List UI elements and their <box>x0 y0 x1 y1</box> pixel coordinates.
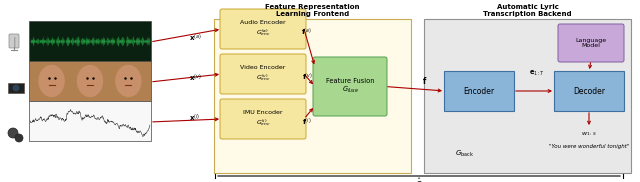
Text: IMU Encoder
$G_{enc}^{(i)}$: IMU Encoder $G_{enc}^{(i)}$ <box>243 110 283 128</box>
FancyBboxPatch shape <box>29 21 151 61</box>
Text: $\mathbf{f}^{(v)}$: $\mathbf{f}^{(v)}$ <box>301 71 312 83</box>
FancyBboxPatch shape <box>558 24 624 62</box>
Ellipse shape <box>38 65 65 97</box>
Ellipse shape <box>77 65 103 97</box>
FancyBboxPatch shape <box>554 71 624 111</box>
Text: Encoder: Encoder <box>463 86 495 96</box>
Text: Feature Representation
Learning Frontend: Feature Representation Learning Frontend <box>265 4 360 17</box>
FancyBboxPatch shape <box>9 34 19 48</box>
FancyBboxPatch shape <box>29 101 151 141</box>
Circle shape <box>13 85 19 91</box>
Text: $\mathbf{x}^{(a)}$: $\mathbf{x}^{(a)}$ <box>189 32 202 44</box>
Text: Audio Encoder
$G_{enc}^{(a)}$: Audio Encoder $G_{enc}^{(a)}$ <box>240 20 286 38</box>
Bar <box>8 83 24 93</box>
Circle shape <box>8 128 18 138</box>
Text: "You were wonderful tonight": "You were wonderful tonight" <box>549 144 629 149</box>
Text: $\mathbf{e}_{1:T}$: $\mathbf{e}_{1:T}$ <box>529 68 545 78</box>
Text: Decoder: Decoder <box>573 86 605 96</box>
FancyBboxPatch shape <box>29 61 151 101</box>
Text: $w_{1:S}$: $w_{1:S}$ <box>581 130 597 138</box>
FancyBboxPatch shape <box>424 19 631 173</box>
Circle shape <box>15 134 23 142</box>
Text: Automatic Lyric
Transcription Backend: Automatic Lyric Transcription Backend <box>483 4 572 17</box>
FancyBboxPatch shape <box>220 54 306 94</box>
Text: Language
Model: Language Model <box>575 38 607 48</box>
FancyBboxPatch shape <box>444 71 514 111</box>
FancyBboxPatch shape <box>313 57 387 116</box>
Text: $\mathbf{f}^{(a)}$: $\mathbf{f}^{(a)}$ <box>301 26 312 38</box>
FancyBboxPatch shape <box>220 9 306 49</box>
Text: |: | <box>12 37 16 47</box>
Text: Video Encoder
$G_{enc}^{(v)}$: Video Encoder $G_{enc}^{(v)}$ <box>240 65 285 83</box>
Ellipse shape <box>115 65 141 97</box>
Text: Feature Fusion
$G_{fuse}$: Feature Fusion $G_{fuse}$ <box>326 78 374 95</box>
Text: $\mathbf{f}^{(i)}$: $\mathbf{f}^{(i)}$ <box>302 116 312 128</box>
Text: $\hat{G}$: $\hat{G}$ <box>415 177 423 182</box>
Text: $G_\mathrm{back}$: $G_\mathrm{back}$ <box>455 149 474 159</box>
FancyBboxPatch shape <box>220 99 306 139</box>
Text: $\mathbf{f}$: $\mathbf{f}$ <box>422 74 428 86</box>
Text: $\mathbf{x}^{(i)}$: $\mathbf{x}^{(i)}$ <box>189 112 201 124</box>
Text: $\mathbf{x}^{(v)}$: $\mathbf{x}^{(v)}$ <box>189 72 202 84</box>
FancyBboxPatch shape <box>214 19 411 173</box>
